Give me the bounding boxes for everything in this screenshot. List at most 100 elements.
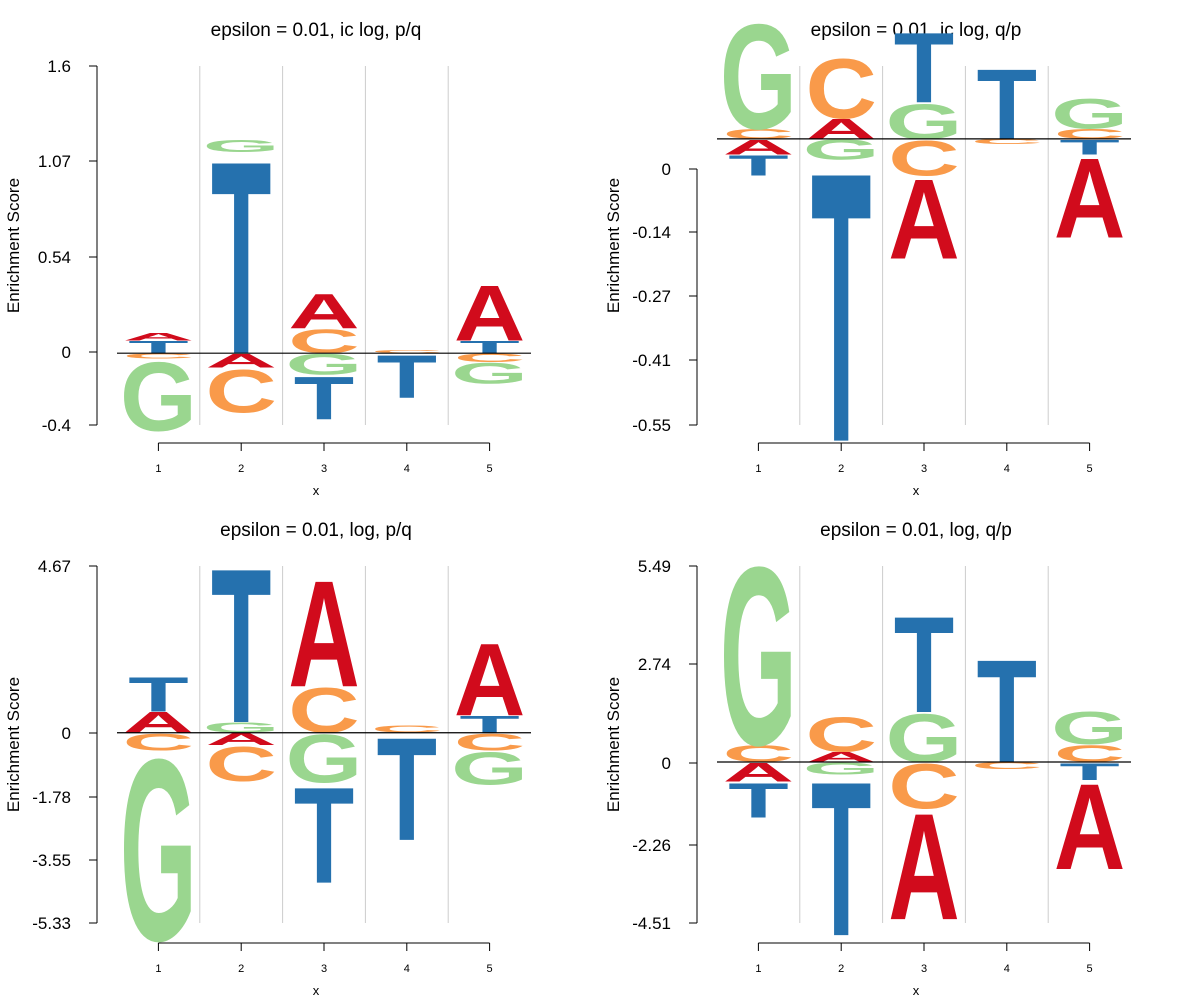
logo-letter-A: A	[123, 331, 194, 343]
y-axis-label: Enrichment Score	[604, 178, 623, 313]
logo-letter-G: G	[451, 357, 528, 390]
x-tick-label: 3	[321, 963, 327, 975]
y-tick-label: 2.74	[638, 655, 671, 674]
logo-letter-C: C	[123, 729, 194, 756]
logo-letter-A: A	[888, 783, 959, 952]
logo-letter-G: G	[803, 134, 880, 166]
y-tick-label: -0.14	[632, 223, 671, 242]
logo-letter-T: T	[294, 364, 354, 433]
x-axis-label: x	[313, 983, 320, 998]
logo-letter-G: G	[1051, 90, 1128, 138]
logo-letter-T: T	[977, 629, 1037, 793]
y-tick-label: -2.26	[632, 836, 671, 855]
logo-letter-G: G	[803, 759, 880, 778]
logo-letter-C: C	[288, 322, 359, 361]
x-tick-label: 5	[1087, 463, 1093, 475]
logo-letter-T: T	[211, 103, 271, 412]
y-tick-label: -3.55	[32, 851, 71, 870]
chart-title: epsilon = 0.01, log, p/q	[220, 520, 412, 541]
y-tick-label: 0	[62, 343, 71, 362]
logo-letter-C: C	[371, 724, 442, 735]
logo-letter-A: A	[454, 269, 525, 357]
logo-letter-T: T	[1059, 135, 1119, 159]
y-tick-label: 4.67	[38, 557, 71, 576]
logo-letter-T: T	[728, 150, 788, 182]
x-axis-label: x	[913, 983, 920, 998]
x-tick-label: 2	[238, 963, 244, 975]
logo-letter-A: A	[205, 350, 276, 372]
logo-letter-T: T	[211, 523, 271, 769]
x-tick-label: 1	[155, 963, 161, 975]
logo-letter-A: A	[723, 135, 794, 159]
x-tick-label: 2	[838, 463, 844, 475]
logo-letter-G: G	[720, 513, 797, 798]
logo-letter-G: G	[120, 342, 197, 452]
logo-letter-A: A	[1054, 758, 1125, 896]
logo-letter-T: T	[128, 338, 188, 357]
logo-letter-G: G	[203, 719, 280, 735]
logo-letter-A: A	[123, 707, 194, 740]
logo-letter-A: A	[205, 730, 276, 749]
logo-letter-C: C	[123, 352, 194, 360]
logo-letter-C: C	[971, 760, 1042, 771]
y-tick-label: -1.78	[32, 788, 71, 807]
x-tick-label: 3	[321, 463, 327, 475]
logo-letter-G: G	[1051, 703, 1128, 755]
logo-letter-T: T	[811, 91, 871, 522]
logo-letter-C: C	[805, 707, 876, 762]
logo-letter-C: C	[888, 751, 959, 822]
logo-letter-C: C	[454, 729, 525, 756]
y-tick-label: 0.54	[38, 248, 71, 267]
logo-letter-G: G	[886, 94, 963, 150]
logo-letter-T: T	[459, 338, 519, 357]
y-tick-label: -0.27	[632, 287, 671, 306]
x-tick-label: 1	[755, 963, 761, 975]
x-axis-label: x	[313, 483, 320, 498]
x-tick-label: 5	[487, 963, 493, 975]
logo-letter-G: G	[120, 705, 197, 996]
logo-letter-T: T	[1059, 758, 1119, 785]
logo-letter-C: C	[723, 740, 794, 767]
x-tick-label: 4	[1004, 463, 1010, 475]
logo-letter-A: A	[888, 155, 959, 283]
y-tick-label: 0	[662, 160, 671, 179]
y-tick-label: -0.55	[632, 416, 671, 435]
y-axis-label: Enrichment Score	[4, 178, 23, 313]
logo-letter-A: A	[288, 550, 359, 719]
y-tick-label: -5.33	[32, 914, 71, 933]
x-tick-label: 1	[155, 463, 161, 475]
logo-letter-T: T	[894, 13, 954, 125]
logo-letter-T: T	[294, 760, 354, 913]
y-axis-label: Enrichment Score	[604, 677, 623, 812]
logo-letter-T: T	[894, 589, 954, 742]
x-tick-label: 2	[238, 463, 244, 475]
logo-letter-G: G	[451, 743, 528, 795]
logo-letter-A: A	[288, 283, 359, 338]
x-tick-label: 4	[1004, 963, 1010, 975]
x-tick-label: 3	[921, 963, 927, 975]
logo-letter-G: G	[286, 721, 363, 798]
logo-letter-T: T	[977, 49, 1037, 161]
logo-letter-A: A	[805, 749, 876, 765]
y-tick-label: 5.49	[638, 557, 671, 576]
x-tick-label: 5	[487, 463, 493, 475]
logo-letter-G: G	[286, 348, 363, 381]
y-tick-label: -0.41	[632, 351, 671, 370]
logo-letter-A: A	[1054, 134, 1125, 262]
logo-letter-T: T	[128, 667, 188, 722]
y-tick-label: -0.4	[42, 416, 71, 435]
logo-letter-G: G	[886, 701, 963, 778]
logo-letter-G: G	[203, 137, 280, 156]
x-tick-label: 2	[838, 963, 844, 975]
logo-letter-C: C	[288, 675, 359, 746]
logo-letter-C: C	[723, 126, 794, 142]
logo-letter-T: T	[811, 736, 871, 982]
logo-letter-G: G	[720, 0, 797, 160]
logo-letter-T: T	[459, 711, 519, 738]
y-axis-label: Enrichment Score	[4, 677, 23, 812]
y-tick-label: 0	[62, 724, 71, 743]
